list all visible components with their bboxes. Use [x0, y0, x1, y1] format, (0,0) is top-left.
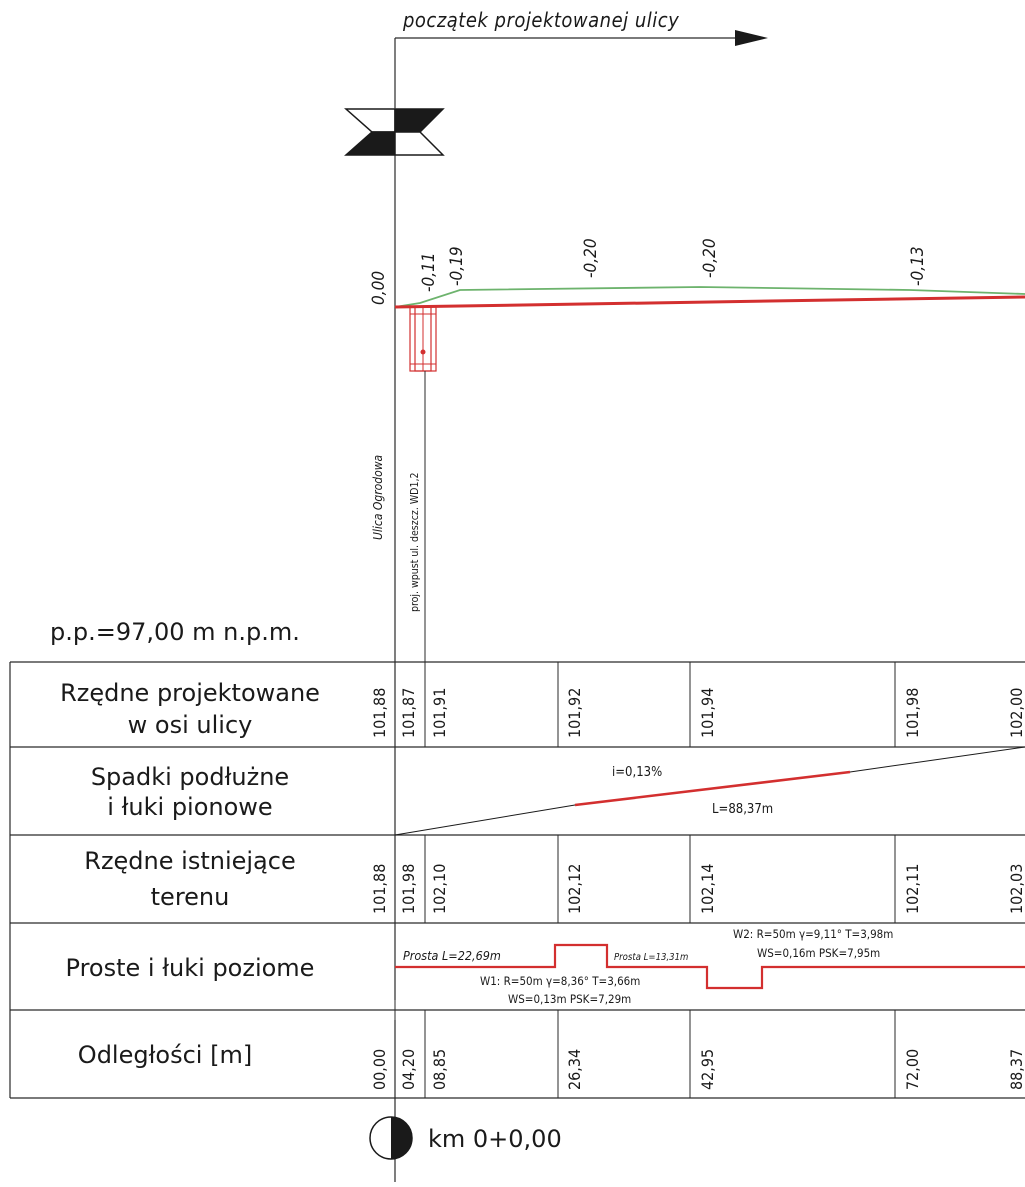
depth-label: 0,00 [369, 271, 389, 305]
depth-label: -0,20 [700, 238, 720, 278]
design-elevation: 101,88 [370, 688, 389, 738]
row-label-design-elev: Rzędne projektowane [60, 679, 320, 707]
row-label-slopes-2: i łuki pionowe [107, 793, 272, 821]
distance-value: 42,95 [698, 1049, 717, 1090]
design-elevation: 102,00 [1007, 688, 1025, 738]
depth-label: -0,13 [908, 246, 928, 286]
slope-length: L=88,37m [712, 802, 773, 817]
design-elevation: 101,92 [565, 688, 584, 738]
datum-label: p.p.=97,00 m n.p.m. [50, 618, 300, 646]
arrow-head-icon [735, 30, 768, 46]
depth-label: -0,19 [447, 246, 467, 286]
alignment-line [395, 943, 1025, 990]
slope-diagonal [394, 746, 1025, 836]
street-name-label: Ulica Ogrodowa [371, 455, 385, 540]
curve-w1-params-2: WS=0,13m PSK=7,29m [508, 992, 631, 1006]
drain-inlet-icon [409, 306, 437, 372]
row-label-design-elev-2: w osi ulicy [128, 711, 253, 739]
existing-elevation: 101,88 [370, 864, 389, 914]
row-label-existing: Rzędne istniejące [84, 847, 295, 875]
row-label-distances: Odległości [m] [78, 1041, 252, 1069]
chainage-label: km 0+0,00 [428, 1125, 562, 1153]
distance-value: 72,00 [903, 1049, 922, 1090]
row-label-alignment: Proste i łuki poziome [66, 954, 315, 982]
station-ticks [394, 662, 896, 1098]
distance-value: 26,34 [565, 1049, 584, 1090]
vertical-curve-segment [574, 770, 851, 807]
existing-elevation: 102,11 [903, 864, 922, 914]
distance-value: 00,00 [370, 1049, 389, 1090]
existing-elevation: 102,03 [1007, 864, 1025, 914]
straight-1-label: Prosta L=22,69m [403, 948, 501, 963]
chainage-marker-icon [369, 1116, 413, 1160]
depth-label: -0,11 [419, 252, 439, 292]
terrain-line [394, 286, 1025, 308]
distance-value: 08,85 [430, 1049, 449, 1090]
design-elevation: 101,94 [698, 688, 717, 738]
slope-grade: i=0,13% [612, 765, 662, 780]
curve-w2-params-2: WS=0,16m PSK=7,95m [757, 946, 880, 960]
existing-elevation: 102,10 [430, 864, 449, 914]
profile-table [9, 661, 1025, 1099]
station-flag-icon [344, 108, 445, 156]
existing-elevation: 101,98 [399, 864, 418, 914]
row-label-slopes: Spadki podłużne [91, 763, 289, 791]
existing-elevation: 102,14 [698, 864, 717, 914]
distance-value: 04,20 [399, 1049, 418, 1090]
start-title: początek projektowanej ulicy [402, 8, 679, 32]
depth-label: -0,20 [581, 238, 601, 278]
existing-elevation: 102,12 [565, 864, 584, 914]
design-elevation: 101,91 [430, 688, 449, 738]
design-elevation: 101,98 [903, 688, 922, 738]
curve-w2-params: W2: R=50m γ=9,11° T=3,98m [733, 927, 893, 941]
distance-value: 88,37 [1007, 1049, 1025, 1090]
straight-2-label: Prosta L=13,31m [614, 952, 688, 963]
design-elevation: 101,87 [399, 688, 418, 738]
drain-label: proj. wpust ul. deszcz. WD1,2 [409, 473, 421, 612]
curve-w1-params: W1: R=50m γ=8,36° T=3,66m [480, 974, 640, 988]
row-label-existing-2: terenu [151, 883, 230, 911]
design-grade-line [394, 295, 1025, 309]
